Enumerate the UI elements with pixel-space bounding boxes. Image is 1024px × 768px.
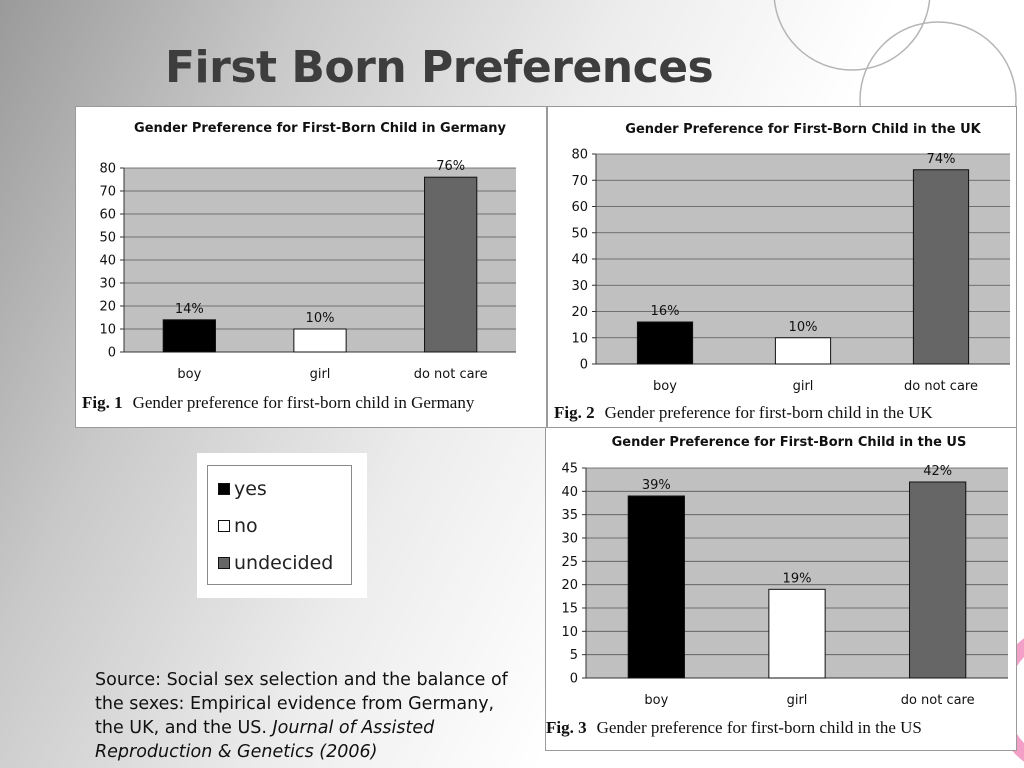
- caption-text: Gender preference for first-born child i…: [596, 718, 922, 737]
- y-tick-label: 10: [561, 625, 578, 640]
- y-tick-label: 70: [99, 185, 116, 200]
- slide-title: First Born Preferences: [165, 42, 714, 93]
- legend-label: no: [234, 515, 258, 537]
- data-label: 39%: [642, 478, 671, 493]
- y-tick-label: 50: [99, 231, 116, 246]
- chart-panel-uk: Gender Preference for First-Born Child i…: [547, 106, 1017, 428]
- data-label: 74%: [927, 152, 956, 167]
- figure-caption-germany: Fig. 1 Gender preference for first-born c…: [82, 393, 474, 413]
- legend-swatch-no: [218, 520, 230, 532]
- source-citation: Source: Social sex selection and the bal…: [95, 668, 525, 764]
- x-tick-label: girl: [793, 379, 814, 394]
- caption-text: Gender preference for first-born child i…: [132, 393, 475, 412]
- x-tick-label: do not care: [904, 379, 978, 394]
- figure-caption-us: Fig. 3 Gender preference for first-born c…: [546, 718, 922, 738]
- x-tick-label: boy: [644, 693, 668, 708]
- y-tick-label: 5: [570, 648, 578, 663]
- bar-boy: [627, 495, 685, 679]
- legend-image: yes no undecided: [197, 453, 367, 598]
- y-tick-label: 80: [571, 148, 588, 163]
- chart-germany: Gender Preference for First-Born Child i…: [99, 121, 516, 382]
- data-label: 16%: [651, 304, 680, 319]
- x-tick-label: do not care: [414, 367, 488, 382]
- chart-uk: Gender Preference for First-Born Child i…: [571, 122, 1010, 394]
- chart-panel-germany: Gender Preference for First-Born Child i…: [75, 106, 547, 428]
- y-tick-label: 0: [580, 358, 588, 373]
- source-journal: Journal of Assisted Reproduction & Genet…: [95, 718, 435, 762]
- y-tick-label: 45: [561, 462, 578, 477]
- y-tick-label: 40: [99, 254, 116, 269]
- legend-label: undecided: [234, 552, 334, 574]
- y-tick-label: 10: [99, 323, 116, 338]
- x-tick-label: boy: [653, 379, 677, 394]
- bar-girl: [293, 328, 347, 353]
- bar-girl: [774, 337, 832, 365]
- y-tick-label: 20: [561, 578, 578, 593]
- legend-swatch-undecided: [218, 557, 230, 569]
- y-tick-label: 35: [561, 508, 578, 523]
- chart-us: Gender Preference for First-Born Child i…: [561, 435, 1008, 708]
- y-tick-label: 20: [99, 300, 116, 315]
- y-tick-label: 30: [571, 279, 588, 294]
- y-tick-label: 15: [561, 602, 578, 617]
- y-tick-label: 20: [571, 305, 588, 320]
- legend-box: yes no undecided: [207, 465, 352, 585]
- figure-caption-uk: Fig. 2 Gender preference for first-born c…: [554, 403, 933, 423]
- data-label: 10%: [306, 311, 335, 326]
- legend-swatch-yes: [218, 483, 230, 495]
- data-label: 19%: [783, 571, 812, 586]
- bar-do-not-care: [912, 169, 970, 365]
- y-tick-label: 30: [561, 532, 578, 547]
- chart-title: Gender Preference for First-Born Child i…: [625, 122, 981, 137]
- data-label: 10%: [789, 320, 818, 335]
- x-tick-label: boy: [177, 367, 201, 382]
- y-tick-label: 30: [99, 277, 116, 292]
- chart-title: Gender Preference for First-Born Child i…: [612, 435, 967, 450]
- y-tick-label: 40: [571, 253, 588, 268]
- y-tick-label: 60: [99, 208, 116, 223]
- x-tick-label: girl: [787, 693, 808, 708]
- chart-title: Gender Preference for First-Born Child i…: [134, 121, 506, 136]
- source-text: Source: Social sex selection and the bal…: [95, 670, 508, 738]
- legend-item-no: no: [218, 513, 258, 539]
- y-tick-label: 0: [108, 346, 116, 361]
- y-tick-label: 10: [571, 331, 588, 346]
- chart-panel-us: Gender Preference for First-Born Child i…: [545, 427, 1017, 751]
- y-tick-label: 60: [571, 200, 588, 215]
- legend-item-undecided: undecided: [218, 550, 333, 576]
- y-tick-label: 0: [570, 672, 578, 687]
- x-tick-label: do not care: [901, 693, 975, 708]
- y-tick-label: 25: [561, 555, 578, 570]
- y-tick-label: 40: [561, 485, 578, 500]
- y-tick-label: 80: [99, 162, 116, 177]
- x-tick-label: girl: [310, 367, 331, 382]
- bar-do-not-care: [424, 176, 478, 353]
- bar-boy: [162, 319, 216, 353]
- y-tick-label: 70: [571, 174, 588, 189]
- data-label: 42%: [923, 464, 952, 479]
- legend-item-yes: yes: [218, 476, 267, 502]
- fig-label: Fig. 1: [82, 393, 123, 412]
- bar-girl: [768, 588, 826, 679]
- fig-label: Fig. 3: [546, 718, 587, 737]
- bar-do-not-care: [909, 481, 967, 679]
- data-label: 14%: [175, 302, 204, 317]
- caption-text: Gender preference for first-born child i…: [604, 403, 933, 422]
- data-label: 76%: [436, 159, 465, 174]
- bar-boy: [636, 321, 694, 365]
- y-tick-label: 50: [571, 226, 588, 241]
- legend-label: yes: [234, 478, 267, 500]
- fig-label: Fig. 2: [554, 403, 595, 422]
